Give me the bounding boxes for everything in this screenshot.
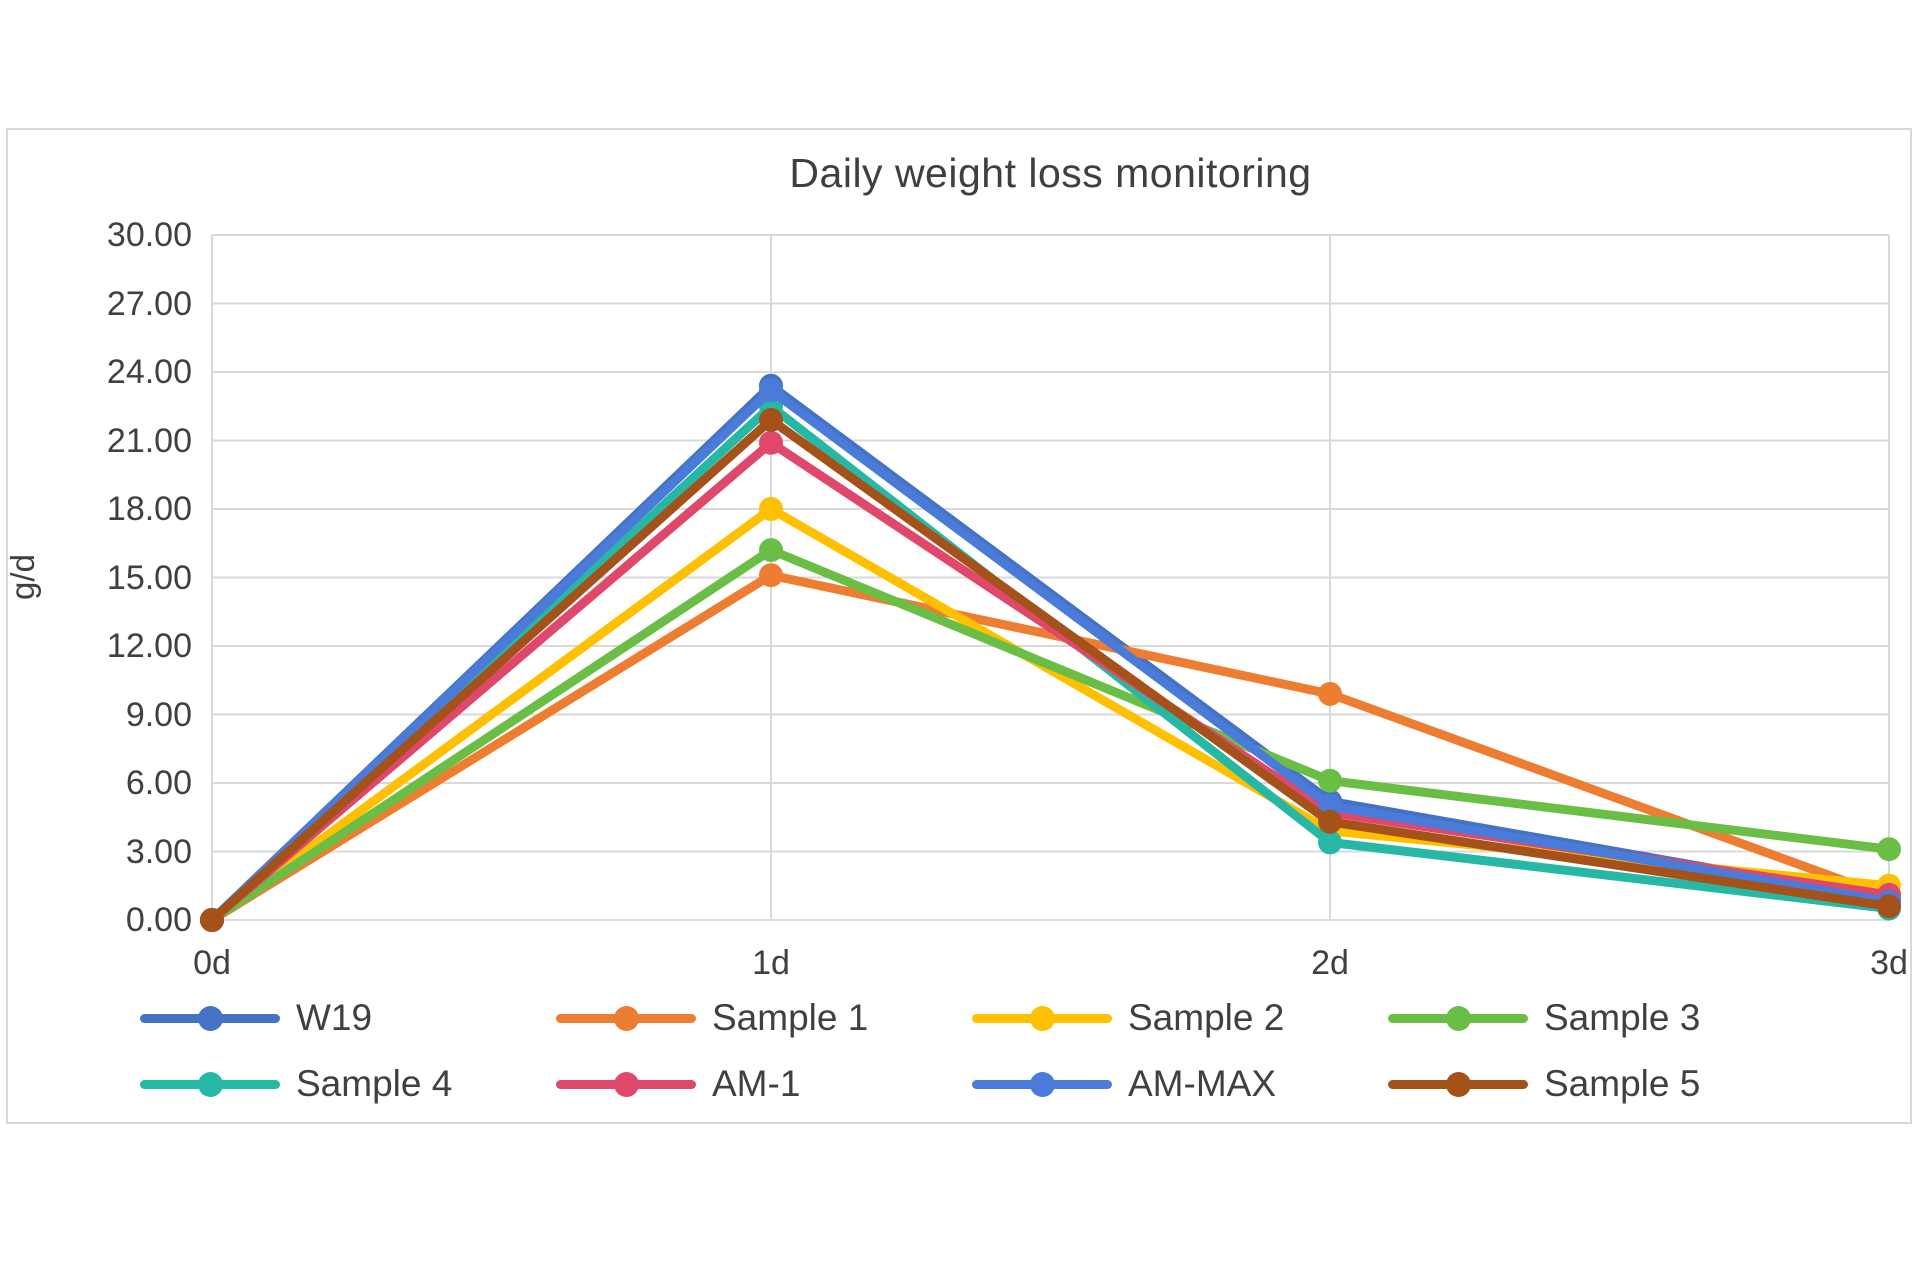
legend-marker-icon	[556, 1072, 696, 1097]
legend-label: Sample 2	[1128, 997, 1285, 1038]
y-tick-label: 21.00	[106, 421, 192, 460]
series-marker-sample-5	[1318, 809, 1342, 834]
legend-label: AM-1	[712, 1063, 801, 1104]
y-tick-label: 6.00	[125, 764, 192, 802]
legend-item-am-1: AM-1	[556, 1058, 972, 1110]
y-tick-label: 24.00	[106, 353, 192, 391]
legend-marker-icon	[1388, 1006, 1528, 1031]
legend-label: Sample 5	[1544, 1063, 1701, 1104]
y-tick-label: 15.00	[106, 558, 192, 597]
legend: W19 Sample 1 Sample 2 Sample 3 Sample 4 AM-1 A…	[140, 992, 1840, 1110]
legend-item-sample-5: Sample 5	[1388, 1058, 1804, 1110]
y-tick-label: 12.00	[106, 627, 192, 665]
y-tick-label: 0.00	[125, 901, 192, 939]
y-axis-title: g/d	[4, 554, 41, 600]
legend-dot	[1030, 1006, 1055, 1031]
legend-marker-icon	[140, 1006, 280, 1031]
legend-dot	[614, 1006, 639, 1031]
series-line-sample-3	[207, 545, 1894, 925]
x-tick-label: 0d	[193, 944, 231, 982]
series-line-w19	[207, 381, 1894, 925]
series-marker-sample-3	[1877, 837, 1901, 862]
x-tick-label: 2d	[1311, 944, 1349, 982]
legend-marker-icon	[556, 1006, 696, 1031]
series-marker-sample-1	[759, 563, 783, 588]
legend-dot	[614, 1072, 639, 1097]
legend-label: Sample 3	[1544, 997, 1701, 1038]
legend-dot	[198, 1072, 223, 1097]
legend-marker-icon	[140, 1072, 280, 1097]
series-marker-sample-2	[759, 497, 783, 521]
legend-label: AM-MAX	[1128, 1063, 1276, 1104]
legend-item-sample-3: Sample 3	[1388, 992, 1804, 1044]
legend-item-sample-1: Sample 1	[556, 992, 972, 1044]
legend-marker-icon	[1388, 1072, 1528, 1097]
y-tick-label: 30.00	[106, 216, 192, 254]
y-tick-label: 18.00	[106, 490, 192, 528]
legend-item-w19: W19	[140, 992, 556, 1044]
x-tick-label: 3d	[1870, 944, 1908, 982]
legend-item-am-max: AM-MAX	[972, 1058, 1388, 1110]
legend-dot	[198, 1006, 223, 1031]
series-marker-sample-3	[759, 538, 783, 563]
x-tick-label: 1d	[752, 944, 790, 982]
legend-label: W19	[296, 997, 373, 1038]
legend-dot	[1030, 1072, 1055, 1097]
legend-label: Sample 1	[712, 997, 869, 1038]
series-marker-am-1	[759, 430, 783, 455]
y-tick-label: 3.00	[125, 832, 192, 871]
series-marker-sample-3	[1318, 768, 1342, 793]
series-marker-sample-5	[759, 407, 783, 432]
legend-dot	[1446, 1006, 1471, 1031]
legend-marker-icon	[972, 1006, 1112, 1031]
y-tick-label: 27.00	[106, 284, 192, 323]
series-marker-am-max	[759, 378, 783, 403]
series-line-sample-5	[207, 415, 1894, 925]
series-line-am-max	[207, 385, 1894, 925]
chart-title: Daily weight loss monitoring	[789, 150, 1312, 196]
legend-label: Sample 4	[296, 1063, 453, 1104]
series-marker-sample-1	[1318, 681, 1342, 706]
legend-marker-icon	[972, 1072, 1112, 1097]
series-marker-sample-5	[200, 908, 224, 932]
legend-dot	[1446, 1072, 1471, 1097]
legend-item-sample-4: Sample 4	[140, 1058, 556, 1110]
series-line-sample-1	[207, 570, 1894, 925]
series-marker-sample-5	[1877, 894, 1901, 919]
series-marker-sample-4	[1318, 830, 1342, 855]
legend-item-sample-2: Sample 2	[972, 992, 1388, 1044]
y-tick-label: 9.00	[125, 695, 192, 734]
